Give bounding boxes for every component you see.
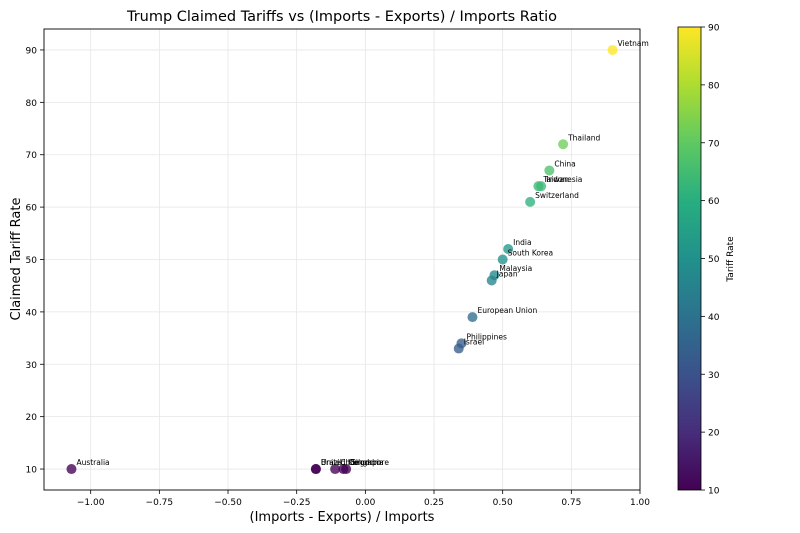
- colorbar-tick-label: 80: [708, 81, 720, 91]
- x-axis-label: (Imports - Exports) / Imports: [250, 510, 435, 525]
- y-tick-label: 60: [26, 204, 38, 214]
- point-label: Switzerland: [535, 191, 579, 200]
- point-label: Thailand: [567, 133, 600, 142]
- x-tick-label: −1.00: [77, 498, 105, 508]
- point-label: Chile: [340, 458, 359, 467]
- colorbar-tick-label: 10: [708, 487, 720, 497]
- point-label: United Kingdom: [321, 458, 381, 467]
- colorbar-tick-label: 70: [708, 139, 720, 149]
- point-label: Taiwan: [542, 175, 569, 184]
- x-tick-label: 1.00: [630, 498, 650, 508]
- point-label: Brazil: [321, 458, 342, 467]
- data-point: [453, 343, 464, 354]
- colorbar-tick-label: 40: [708, 313, 720, 323]
- point-label: Indonesia: [546, 175, 582, 184]
- point-label: Australia: [76, 458, 109, 467]
- data-point: [544, 165, 555, 176]
- point-label: Colombia: [348, 458, 383, 467]
- point-label: Vietnam: [618, 39, 649, 48]
- point-label: European Union: [477, 306, 537, 315]
- y-tick-label: 30: [26, 361, 38, 371]
- data-point: [497, 254, 508, 265]
- colorbar-tick-label: 90: [708, 24, 720, 34]
- y-tick-label: 20: [26, 413, 38, 423]
- data-points: [66, 44, 618, 475]
- chart-title: Trump Claimed Tariffs vs (Imports - Expo…: [126, 9, 557, 25]
- y-tick-label: 70: [26, 151, 38, 161]
- data-point: [66, 464, 77, 475]
- y-tick-label: 40: [26, 308, 38, 318]
- point-label: Malaysia: [499, 264, 532, 273]
- colorbar: [677, 26, 702, 491]
- y-axis-ticks: 10 20 30 40 50 60 70 80 90: [26, 46, 44, 476]
- grid: [44, 29, 641, 490]
- data-point: [310, 464, 321, 475]
- y-tick-label: 10: [26, 466, 38, 476]
- point-label: Israel: [464, 338, 485, 347]
- y-axis-label: Claimed Tariff Rate: [9, 198, 24, 321]
- y-tick-label: 50: [26, 256, 38, 266]
- point-label: China: [554, 159, 575, 168]
- point-label: Philippines: [466, 332, 507, 341]
- data-point: [341, 464, 352, 475]
- data-point: [467, 312, 478, 323]
- x-tick-label: 0.50: [493, 498, 513, 508]
- data-point: [330, 464, 341, 475]
- colorbar-tick-label: 30: [708, 371, 720, 381]
- x-tick-label: 0.00: [355, 498, 375, 508]
- x-tick-label: −0.50: [214, 498, 242, 508]
- y-tick-label: 80: [26, 99, 38, 109]
- y-tick-label: 90: [26, 46, 38, 56]
- colorbar-tick-label: 20: [708, 429, 720, 439]
- x-tick-label: 0.75: [561, 498, 581, 508]
- x-axis-ticks: −1.00 −0.75 −0.50 −0.25 0.00 0.25 0.50 0.75 1.00: [77, 490, 650, 508]
- x-tick-label: −0.75: [146, 498, 174, 508]
- colorbar-ticks: 10 20 30 40 50 60 70 80 90: [701, 24, 720, 497]
- point-label: Singapore: [351, 458, 389, 467]
- x-tick-label: −0.25: [283, 498, 311, 508]
- data-point: [525, 196, 536, 207]
- colorbar-tick-label: 50: [708, 255, 720, 265]
- colorbar-label: Tariff Rate: [726, 236, 736, 283]
- colorbar-tick-label: 60: [708, 197, 720, 207]
- point-label: South Korea: [508, 249, 553, 258]
- data-point: [503, 244, 514, 255]
- data-point: [607, 44, 618, 55]
- data-point: [558, 139, 569, 150]
- data-point: [486, 275, 497, 286]
- point-label: Japan: [496, 269, 518, 278]
- x-tick-label: 0.25: [424, 498, 444, 508]
- data-point: [536, 181, 547, 192]
- point-label: India: [513, 238, 531, 247]
